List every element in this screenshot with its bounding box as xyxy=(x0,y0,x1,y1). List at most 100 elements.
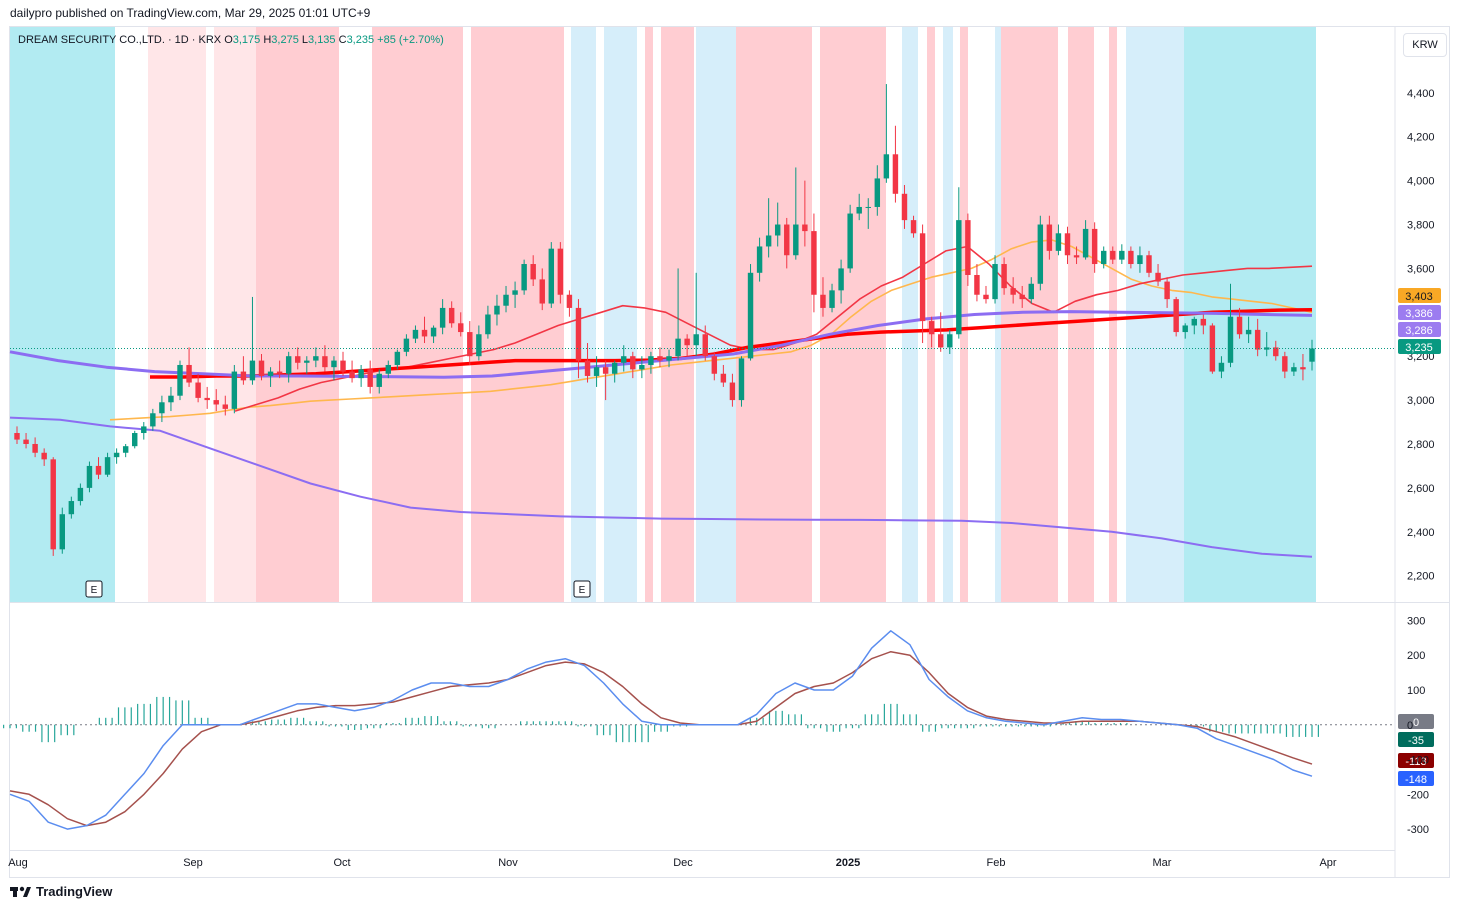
time-tick-label: 2025 xyxy=(836,857,860,869)
bg-band xyxy=(645,27,653,602)
price-label-text: 3,403 xyxy=(1405,291,1433,303)
candle-body xyxy=(947,334,953,348)
candle xyxy=(1073,246,1080,265)
candle-body xyxy=(222,404,229,409)
candle xyxy=(186,347,192,387)
candle-body xyxy=(747,272,754,359)
candle xyxy=(874,165,881,216)
candle-body xyxy=(412,329,419,339)
candle-body xyxy=(494,305,500,315)
change-value: +85 (+2.70%) xyxy=(377,34,444,46)
candle-body xyxy=(14,433,20,440)
candle xyxy=(376,369,382,394)
candle-body xyxy=(1273,347,1279,357)
candle xyxy=(1164,277,1170,308)
candle-body xyxy=(177,364,183,396)
earnings-text: E xyxy=(91,585,98,596)
candle xyxy=(1191,316,1197,335)
candle xyxy=(1155,264,1161,286)
candle xyxy=(557,242,564,304)
candle xyxy=(276,360,283,379)
candle-body xyxy=(186,364,192,383)
bg-band xyxy=(1068,27,1094,602)
candle xyxy=(340,351,346,376)
bg-band xyxy=(943,27,953,602)
candle-body xyxy=(1182,325,1188,333)
candle xyxy=(59,507,65,554)
candle xyxy=(539,268,545,311)
candle xyxy=(1064,226,1071,265)
candle xyxy=(358,364,364,387)
candle xyxy=(747,264,754,361)
bg-band xyxy=(1109,27,1117,602)
tradingview-logo[interactable]: TradingView xyxy=(10,884,112,899)
candle-body xyxy=(983,294,989,300)
candle xyxy=(1019,285,1025,308)
candle xyxy=(476,325,482,361)
candle-body xyxy=(267,371,274,376)
candle xyxy=(122,443,129,458)
candle-body xyxy=(503,294,509,306)
currency-button[interactable]: KRW xyxy=(1403,33,1447,57)
candle-body xyxy=(421,329,428,337)
candle xyxy=(1055,224,1062,256)
candle-body xyxy=(693,334,699,346)
candle-body xyxy=(919,233,926,322)
candle-body xyxy=(213,400,219,405)
candle-body xyxy=(1064,233,1071,256)
time-tick-label: Mar xyxy=(1153,857,1172,869)
moving-average-line xyxy=(9,416,1313,558)
candle-body xyxy=(992,264,998,300)
candle-body xyxy=(1209,325,1216,372)
candle xyxy=(14,426,20,444)
moving-averages xyxy=(9,239,1313,558)
candle xyxy=(937,312,944,352)
candle xyxy=(1110,246,1116,265)
bg-band xyxy=(256,27,339,602)
chart-frame xyxy=(9,26,1450,878)
candle xyxy=(304,356,310,374)
candle-body xyxy=(512,290,518,295)
candle xyxy=(1100,246,1107,269)
price-axis-label: 3,403 xyxy=(1398,288,1441,303)
macd-pane: 0 -35 -113 -148 xyxy=(3,630,1434,830)
candle-body xyxy=(1146,255,1152,273)
candle-body xyxy=(566,294,573,308)
candle-body xyxy=(1245,329,1252,335)
candle-body xyxy=(50,459,56,550)
candle-body xyxy=(657,356,663,361)
candle-body xyxy=(910,220,917,234)
candle xyxy=(32,437,38,458)
candle xyxy=(159,395,165,423)
macd-tick-label: 200 xyxy=(1407,650,1425,662)
candle xyxy=(349,360,355,383)
candle xyxy=(575,299,582,379)
candle-body xyxy=(313,356,319,361)
candle-body xyxy=(575,307,582,361)
candle xyxy=(811,213,817,313)
candle xyxy=(784,217,790,269)
candle-body xyxy=(956,220,962,335)
candle-body xyxy=(1282,356,1288,372)
candle xyxy=(1254,318,1261,357)
candle xyxy=(566,290,573,317)
candle-body xyxy=(621,356,627,363)
candle-body xyxy=(376,373,382,387)
candle-body xyxy=(720,373,727,383)
bg-band xyxy=(696,27,736,602)
candle-body xyxy=(77,487,84,502)
price-label-bg xyxy=(1398,339,1441,354)
price-tick-label: 4,400 xyxy=(1407,88,1435,100)
earnings-box xyxy=(85,580,103,598)
macd-line xyxy=(9,630,1313,830)
candle xyxy=(956,187,962,339)
candle xyxy=(666,349,672,368)
price-axis-label: 3,386 xyxy=(1398,305,1441,320)
candle xyxy=(331,356,337,381)
candle xyxy=(847,204,853,273)
bg-band xyxy=(10,27,115,602)
candle-body xyxy=(1309,348,1315,362)
candle-body xyxy=(322,356,328,368)
price-axis-label: 3,286 xyxy=(1398,322,1441,337)
